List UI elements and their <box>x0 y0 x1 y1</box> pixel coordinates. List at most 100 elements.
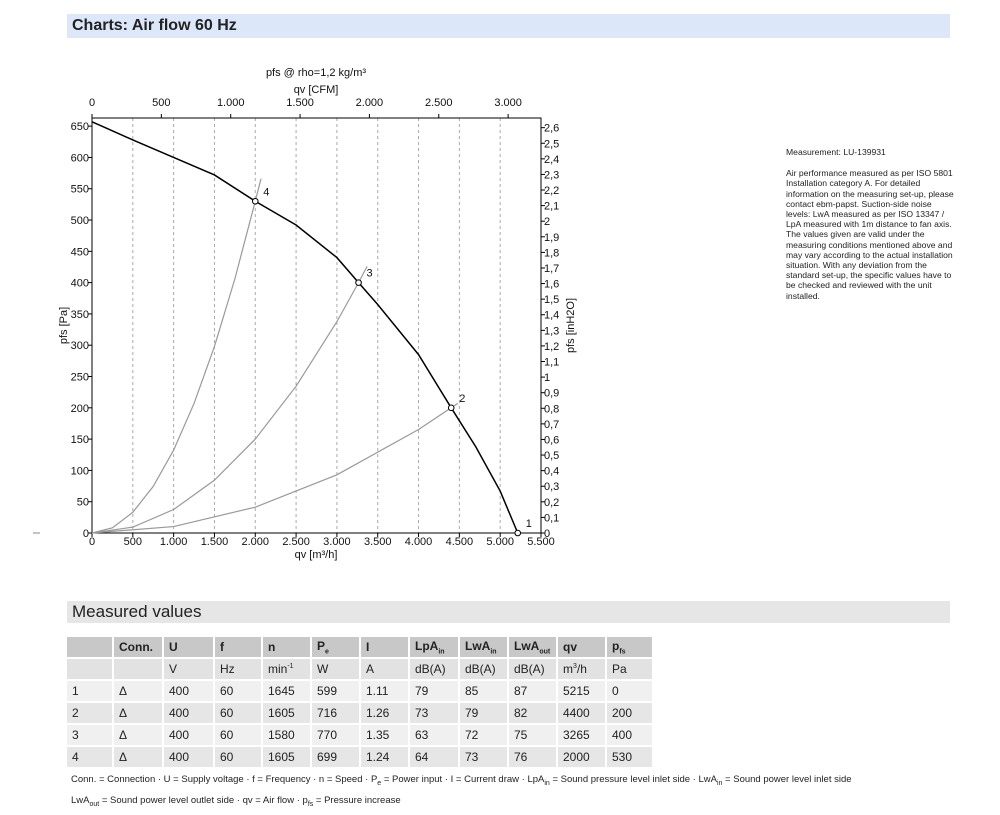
cell-sup: 3 <box>573 663 577 670</box>
cell-text: LpA <box>415 638 439 653</box>
table-cell: 60 <box>215 747 261 767</box>
footnote-text: = Pressure increase <box>313 794 401 806</box>
table-cell: 76 <box>509 747 556 767</box>
y2-tick-label: 0,9 <box>544 388 559 400</box>
table-cell: 73 <box>410 703 458 723</box>
table-cell: 530 <box>607 747 652 767</box>
table-cell: W <box>312 659 359 679</box>
table-cell: Δ <box>114 703 162 723</box>
note-line: contact ebm-papst. Suction-side noise <box>786 198 932 209</box>
table-cell: LwAin <box>460 637 507 657</box>
table-cell: 85 <box>460 681 507 701</box>
footnote-text: = Power input · I = Current draw · LpA <box>381 774 545 785</box>
table-cell: 4400 <box>558 703 605 723</box>
y2-tick-label: 0,1 <box>544 512 559 524</box>
table-cell: 63 <box>410 725 458 745</box>
table-cell: Δ <box>114 681 162 701</box>
y-tick-label: 300 <box>71 340 89 352</box>
table-cell: Δ <box>114 725 162 745</box>
table-cell: dB(A) <box>410 659 458 679</box>
table-cell: qv <box>558 637 605 657</box>
y2-tick-label: 2,6 <box>544 123 559 135</box>
table-cell: 770 <box>312 725 359 745</box>
note-line: levels: LwA measured as per ISO 13347 / <box>786 209 945 220</box>
y2-tick-label: 0,8 <box>544 403 559 415</box>
y2-tick-label: 2,3 <box>544 169 559 181</box>
cell-sub: in <box>490 648 497 656</box>
curve <box>91 402 459 534</box>
table-cell: 1.11 <box>361 681 408 701</box>
table-cell: 0 <box>607 681 652 701</box>
notes: Measurement: LU-139931 Air performance me… <box>786 147 986 301</box>
y2-tick-label: 0,2 <box>544 497 559 509</box>
x-tick-label: 4.500 <box>446 536 474 548</box>
cell-text: /h <box>576 662 587 676</box>
table-cell: A <box>361 659 408 679</box>
y-tick-label: 650 <box>71 121 89 133</box>
note-line: measuring conditions mentioned above and <box>786 239 953 250</box>
table-cell: I <box>361 637 408 657</box>
table-cell: Δ <box>114 747 162 767</box>
curve <box>91 178 262 534</box>
header-title: Charts: Air flow 60 Hz <box>72 17 237 34</box>
y-tick-label: 500 <box>71 215 89 227</box>
y2-tick-label: 1,6 <box>544 279 559 291</box>
y2-tick-label: 2,5 <box>544 138 559 150</box>
footnote-text: Conn. = Connection · U = Supply voltage … <box>71 774 378 785</box>
curve <box>91 121 519 534</box>
y2-tick-label: 2,4 <box>544 154 559 166</box>
x2-tick-label: 2.000 <box>356 97 384 109</box>
x2-tick-label: 3.000 <box>494 97 522 109</box>
chart: pfs @ rho=1,2 kg/m³ qv [CFM] qv [m³/h] pfs … <box>33 67 577 561</box>
table-cell <box>67 659 112 679</box>
footnote-sub: in <box>716 779 723 787</box>
table-cell: 1.35 <box>361 725 408 745</box>
table-cell: Hz <box>215 659 261 679</box>
y-tick-label: 250 <box>71 372 89 384</box>
table-row: 2 Δ 400 60 1605 716 1.26 73 79 82 4400 200 <box>67 703 652 723</box>
table-row: 1 Δ 400 60 1645 599 1.11 79 85 87 5215 0 <box>67 681 652 701</box>
table-cell: 3 <box>67 725 112 745</box>
table-cell: 5215 <box>558 681 605 701</box>
table-cell: f <box>215 637 261 657</box>
cell-text: min <box>268 662 288 676</box>
table-cell: dB(A) <box>460 659 507 679</box>
x2-tick-label: 500 <box>152 97 170 109</box>
table-cell: 400 <box>164 703 213 723</box>
table-cell: 400 <box>164 747 213 767</box>
table-cell <box>114 659 162 679</box>
table-cell: 2000 <box>558 747 605 767</box>
footnote-line: Conn. = Connection · U = Supply voltage … <box>71 771 852 792</box>
cell-sub: out <box>539 648 551 656</box>
section-title: Measured values <box>72 602 202 621</box>
x-tick-label: 500 <box>124 536 142 548</box>
measurement-id: Measurement: LU-139931 <box>786 147 886 157</box>
footnote-text: LwA <box>71 794 90 806</box>
table-cell: 200 <box>607 703 652 723</box>
cell-text: m <box>563 662 573 676</box>
table-cell: min-1 <box>263 659 310 679</box>
point-label: 3 <box>367 268 373 280</box>
y-tick-label: 100 <box>71 465 89 477</box>
x-tick-label: 4.000 <box>405 536 433 548</box>
table-cell: 60 <box>215 725 261 745</box>
note-line: situation. With any deviation from the <box>786 260 927 271</box>
note-line: may vary according to the actual install… <box>786 249 953 260</box>
plot-frame <box>91 117 542 534</box>
x-tick-label: 3.000 <box>323 536 351 548</box>
y-tick-label: 600 <box>71 152 89 164</box>
x2-tick-label: 2.500 <box>425 97 453 109</box>
x-tick-label: 1.500 <box>201 536 229 548</box>
footnote-text: = Sound pressure level inlet side · LwA <box>549 774 717 785</box>
table-cell: 4 <box>67 747 112 767</box>
footnote-text: = Sound power level inlet side <box>722 774 852 785</box>
x2-tick-label: 1.500 <box>286 97 314 109</box>
table-cell: 79 <box>460 703 507 723</box>
point-label: 1 <box>526 518 532 530</box>
x-tick-label: 0 <box>89 536 95 548</box>
y2-tick-label: 1,8 <box>544 247 559 259</box>
table-cell: 400 <box>164 681 213 701</box>
footnote-sub: out <box>89 800 100 808</box>
y2-tick-label: 0,7 <box>544 419 559 431</box>
table-cell: 82 <box>509 703 556 723</box>
